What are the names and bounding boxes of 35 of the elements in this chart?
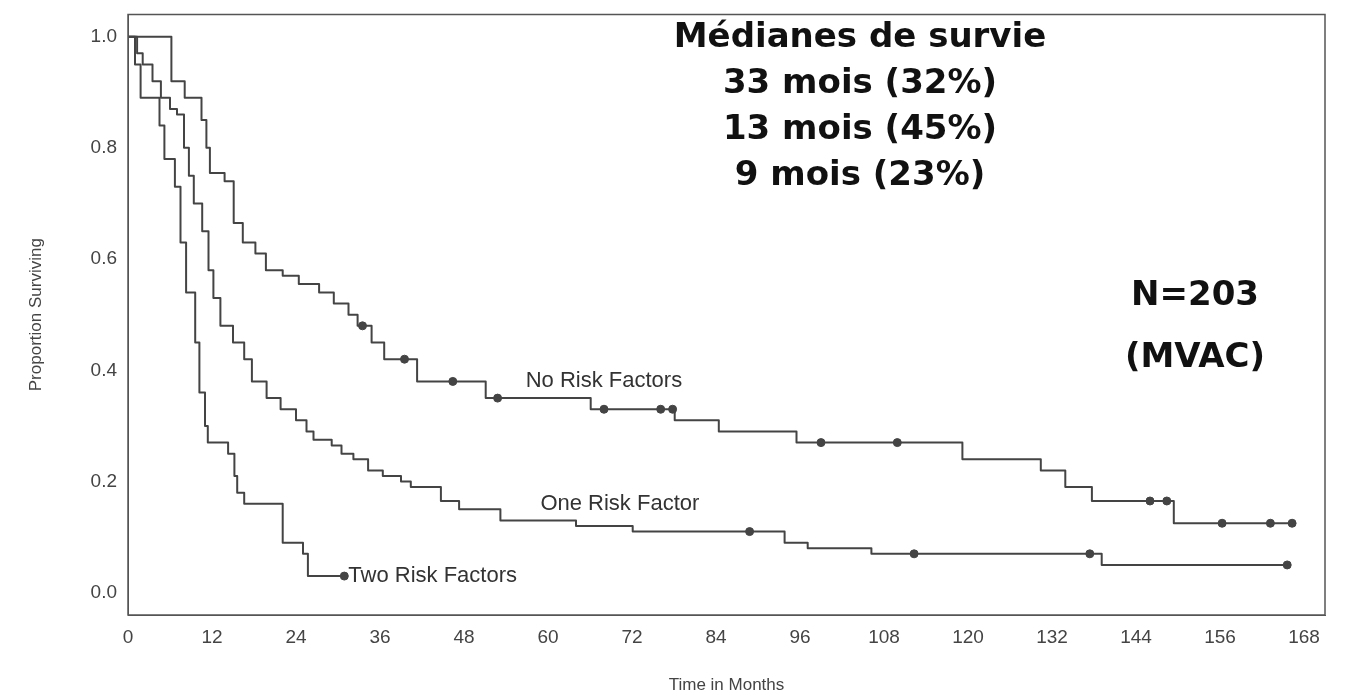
annotation: (MVAC) xyxy=(1124,334,1266,377)
point xyxy=(1287,518,1297,528)
annotation: 9 mois (23%) xyxy=(733,152,987,195)
x-tick-label: 132 xyxy=(1036,625,1068,647)
x-tick-label: 96 xyxy=(789,625,811,647)
x-tick-label: 60 xyxy=(537,625,559,647)
y-tick-label: 0.2 xyxy=(90,469,117,491)
x-tick-label: 72 xyxy=(621,625,643,647)
x-tick-label: 36 xyxy=(369,625,391,647)
y-tick-label: 0.8 xyxy=(90,136,117,158)
x-tick-label: 84 xyxy=(705,625,727,647)
series-label: No Risk Factors xyxy=(525,367,683,393)
x-tick-label: 108 xyxy=(868,625,900,647)
x-tick-label: 144 xyxy=(1120,625,1153,647)
x-tick-label: 120 xyxy=(952,625,984,647)
annotation: 33 mois (32%) xyxy=(721,60,999,103)
x-tick-label: 12 xyxy=(201,625,223,647)
point xyxy=(339,571,349,581)
series-label: Two Risk Factors xyxy=(348,562,517,588)
point xyxy=(1282,560,1292,570)
x-axis-title: Time in Months xyxy=(668,675,785,695)
y-tick-label: 1.0 xyxy=(90,24,117,46)
x-tick-label: 24 xyxy=(285,625,307,647)
y-axis-title: Proportion Surviving xyxy=(25,238,45,392)
annotation: 13 mois (45%) xyxy=(721,106,999,149)
series-label: One Risk Factor xyxy=(540,489,700,515)
x-tick-label: 156 xyxy=(1204,625,1236,647)
annotation: Médianes de survie xyxy=(673,14,1047,57)
annotation: N=203 xyxy=(1130,272,1260,315)
y-tick-label: 0.0 xyxy=(90,580,117,602)
y-tick-label: 0.6 xyxy=(90,247,117,269)
y-tick-label: 0.4 xyxy=(90,358,118,380)
x-tick-label: 48 xyxy=(453,625,475,647)
x-tick-label: 0 xyxy=(122,625,134,647)
x-tick-label: 168 xyxy=(1288,625,1320,647)
